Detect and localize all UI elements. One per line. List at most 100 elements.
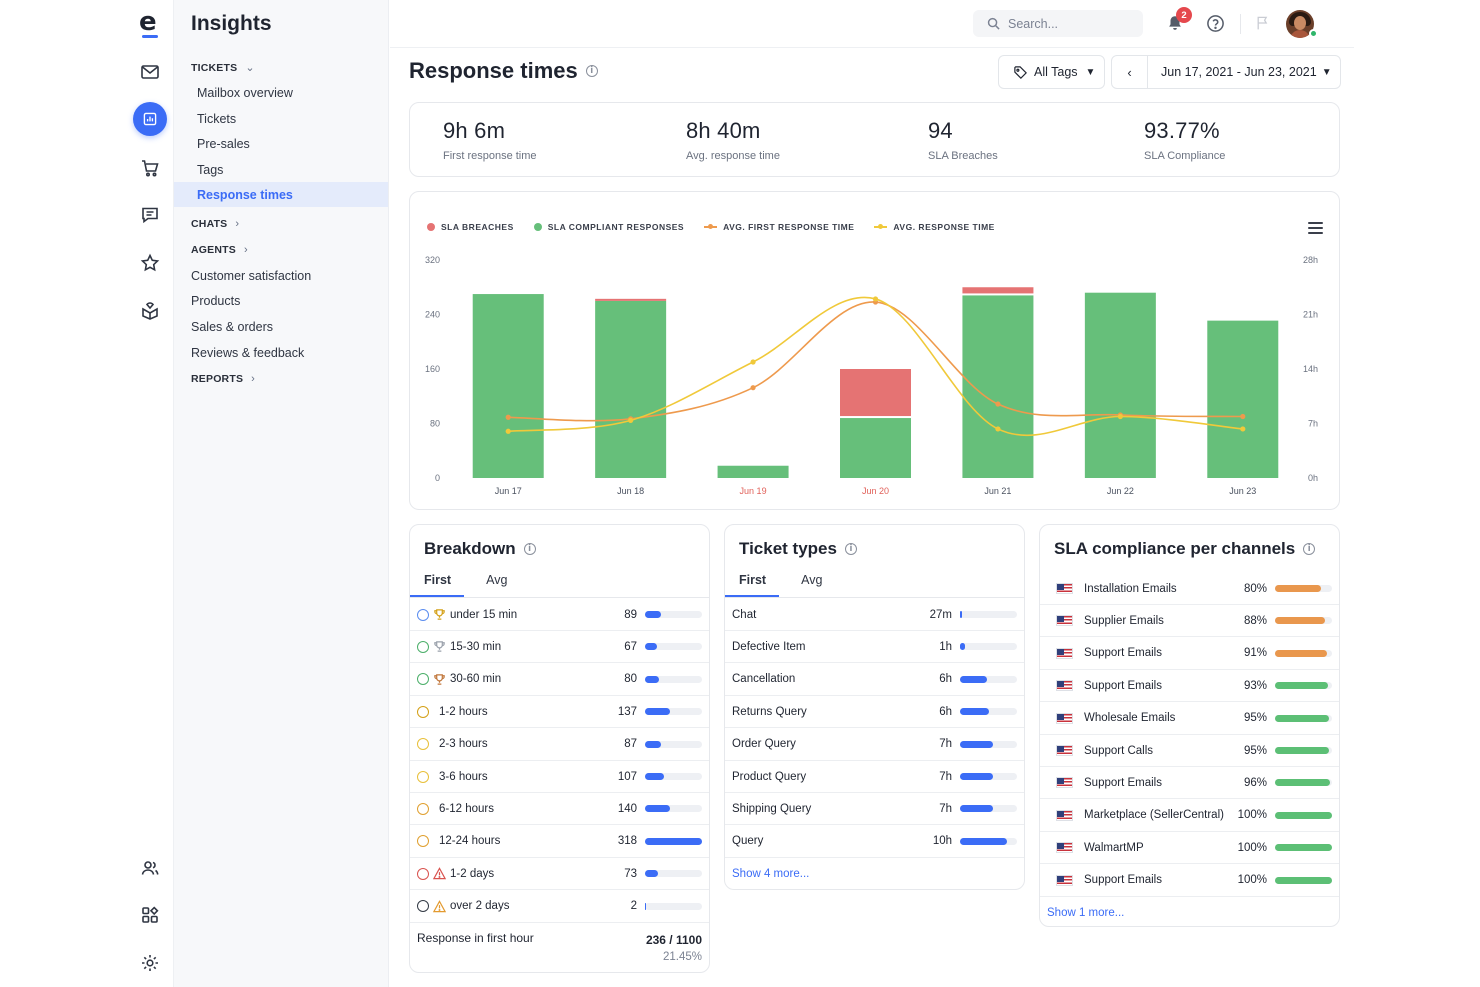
- team-icon[interactable]: [138, 856, 162, 880]
- row-bar: [645, 643, 702, 651]
- ticket-type-row[interactable]: Query 10h: [725, 826, 1024, 858]
- legend-item-sla-compliant[interactable]: SLA COMPLIANT RESPONSES: [533, 222, 684, 232]
- sidebar-item-customer-satisfaction[interactable]: Customer satisfaction: [191, 268, 312, 283]
- sla-channel-row[interactable]: Wholesale Emails 95%: [1040, 703, 1339, 735]
- breakdown-row[interactable]: 6-12 hours 140: [410, 793, 709, 826]
- bar-compliant[interactable]: [595, 300, 667, 478]
- breakdown-row[interactable]: 15-30 min 67: [410, 631, 709, 664]
- ticket-type-row[interactable]: Cancellation 6h: [725, 664, 1024, 696]
- analytics-icon[interactable]: [133, 102, 167, 136]
- line-first-response-point[interactable]: [995, 401, 1001, 407]
- row-label: Supplier Emails: [1084, 614, 1164, 627]
- info-icon[interactable]: i: [1303, 543, 1316, 555]
- group-agents[interactable]: AGENTS ›: [191, 244, 248, 256]
- app-logo[interactable]: e: [139, 7, 157, 37]
- bar-compliant[interactable]: [472, 294, 544, 478]
- sla-channel-row[interactable]: Support Emails 93%: [1040, 670, 1339, 703]
- sidebar-item-tags[interactable]: Tags: [197, 162, 224, 177]
- ticket-type-row[interactable]: Chat 27m: [725, 599, 1024, 631]
- sidebar-item-reviews-feedback[interactable]: Reviews & feedback: [191, 345, 305, 360]
- line-avg-response-point[interactable]: [1240, 426, 1246, 432]
- legend-item-sla-breaches[interactable]: SLA BREACHES: [427, 222, 514, 232]
- breakdown-row[interactable]: 12-24 hours 318: [410, 826, 709, 858]
- legend-item-avg-response[interactable]: AVG. RESPONSE TIME: [874, 222, 994, 232]
- sidebar-item-products[interactable]: Products: [191, 293, 241, 308]
- sla-channel-row[interactable]: Support Emails 100%: [1040, 865, 1339, 897]
- sidebar-item-sales-orders[interactable]: Sales & orders: [191, 319, 273, 334]
- group-reports[interactable]: REPORTS ›: [191, 373, 255, 385]
- help-icon[interactable]: [1204, 12, 1226, 34]
- line-avg-response-point[interactable]: [505, 428, 511, 434]
- all-tags-dropdown[interactable]: All Tags ▼: [998, 55, 1105, 89]
- bar-compliant[interactable]: [1084, 292, 1156, 478]
- sla-channel-row[interactable]: Support Emails 91%: [1040, 638, 1339, 670]
- bar-breach[interactable]: [962, 287, 1034, 294]
- apps-icon[interactable]: [138, 903, 162, 927]
- ticket-type-row[interactable]: Shipping Query 7h: [725, 793, 1024, 826]
- flag-icon[interactable]: [1252, 12, 1274, 34]
- sidebar-item-pre-sales[interactable]: Pre-sales: [197, 136, 250, 151]
- tab-avg[interactable]: Avg: [486, 573, 508, 587]
- search-box[interactable]: Search...: [973, 10, 1143, 37]
- show-more-ticket-types-link[interactable]: Show 4 more...: [732, 868, 810, 880]
- bar-breach[interactable]: [840, 369, 911, 417]
- search-input[interactable]: Search...: [1008, 16, 1059, 31]
- legend-item-avg-first-response[interactable]: AVG. FIRST RESPONSE TIME: [704, 222, 854, 232]
- sidebar-item-tickets[interactable]: Tickets: [197, 111, 237, 126]
- bar-compliant[interactable]: [840, 418, 911, 478]
- line-avg-response-point[interactable]: [750, 359, 756, 365]
- previous-period-button[interactable]: ‹: [1112, 56, 1148, 88]
- breakdown-row[interactable]: 3-6 hours 107: [410, 761, 709, 793]
- settings-icon[interactable]: [138, 951, 162, 975]
- chart-menu-icon[interactable]: [1308, 222, 1323, 234]
- line-first-response-point[interactable]: [750, 385, 756, 391]
- line-avg-response-point[interactable]: [1117, 413, 1123, 420]
- chevron-down-icon: ⌄: [245, 62, 255, 74]
- date-range-picker[interactable]: ‹ Jun 17, 2021 - Jun 23, 2021 ▼: [1111, 55, 1341, 89]
- bar-breach[interactable]: [595, 298, 667, 301]
- group-tickets[interactable]: TICKETS ⌄: [191, 61, 255, 75]
- breakdown-row[interactable]: over 2 days 2: [410, 891, 709, 923]
- ticket-type-row[interactable]: Returns Query 6h: [725, 696, 1024, 729]
- ticket-type-row[interactable]: Defective Item 1h: [725, 631, 1024, 664]
- sidebar-item-mailbox-overview[interactable]: Mailbox overview: [197, 85, 293, 100]
- breakdown-row[interactable]: 1-2 hours 137: [410, 696, 709, 729]
- sla-channel-row[interactable]: WalmartMP 100%: [1040, 832, 1339, 865]
- row-bar: [960, 773, 1017, 780]
- line-avg-response-point[interactable]: [995, 426, 1001, 432]
- sla-channel-row[interactable]: Installation Emails 80%: [1040, 573, 1339, 605]
- sidebar-item-response-times[interactable]: Response times: [174, 182, 388, 207]
- info-icon[interactable]: i: [585, 65, 598, 77]
- star-icon[interactable]: [138, 251, 162, 275]
- show-more-channels-link[interactable]: Show 1 more...: [1047, 907, 1125, 919]
- breakdown-row[interactable]: 1-2 days 73: [410, 858, 709, 891]
- tab-first[interactable]: First: [424, 573, 452, 587]
- cart-icon[interactable]: [138, 156, 162, 180]
- sla-channel-row[interactable]: Supplier Emails 88%: [1040, 605, 1339, 638]
- chat-icon[interactable]: [138, 203, 162, 227]
- ticket-type-row[interactable]: Order Query 7h: [725, 729, 1024, 761]
- bar-compliant[interactable]: [1207, 320, 1279, 478]
- date-range-select[interactable]: Jun 17, 2021 - Jun 23, 2021 ▼: [1148, 65, 1332, 79]
- sla-channel-row[interactable]: Support Calls 95%: [1040, 735, 1339, 767]
- sla-channel-row[interactable]: Support Emails 96%: [1040, 767, 1339, 800]
- mail-icon[interactable]: [138, 60, 162, 84]
- x-tick-label: Jun 23: [1229, 486, 1256, 496]
- group-chats[interactable]: CHATS ›: [191, 218, 239, 230]
- breakdown-row[interactable]: under 15 min 89: [410, 599, 709, 631]
- breakdown-row[interactable]: 30-60 min 80: [410, 664, 709, 696]
- box-icon[interactable]: [138, 298, 162, 322]
- info-icon[interactable]: i: [523, 543, 536, 555]
- tab-avg[interactable]: Avg: [801, 573, 823, 587]
- bar-compliant[interactable]: [717, 465, 789, 478]
- ticket-type-row[interactable]: Product Query 7h: [725, 761, 1024, 793]
- breakdown-row[interactable]: 2-3 hours 87: [410, 729, 709, 761]
- line-avg-response-point[interactable]: [628, 417, 634, 423]
- status-ring-icon: [417, 867, 429, 880]
- tab-first[interactable]: First: [739, 573, 767, 587]
- line-first-response-point[interactable]: [1240, 413, 1246, 420]
- info-icon[interactable]: i: [844, 543, 857, 555]
- line-avg-response-point[interactable]: [872, 296, 879, 302]
- line-first-response-point[interactable]: [505, 414, 511, 420]
- sla-channel-row[interactable]: Marketplace (SellerCentral) 100%: [1040, 800, 1339, 832]
